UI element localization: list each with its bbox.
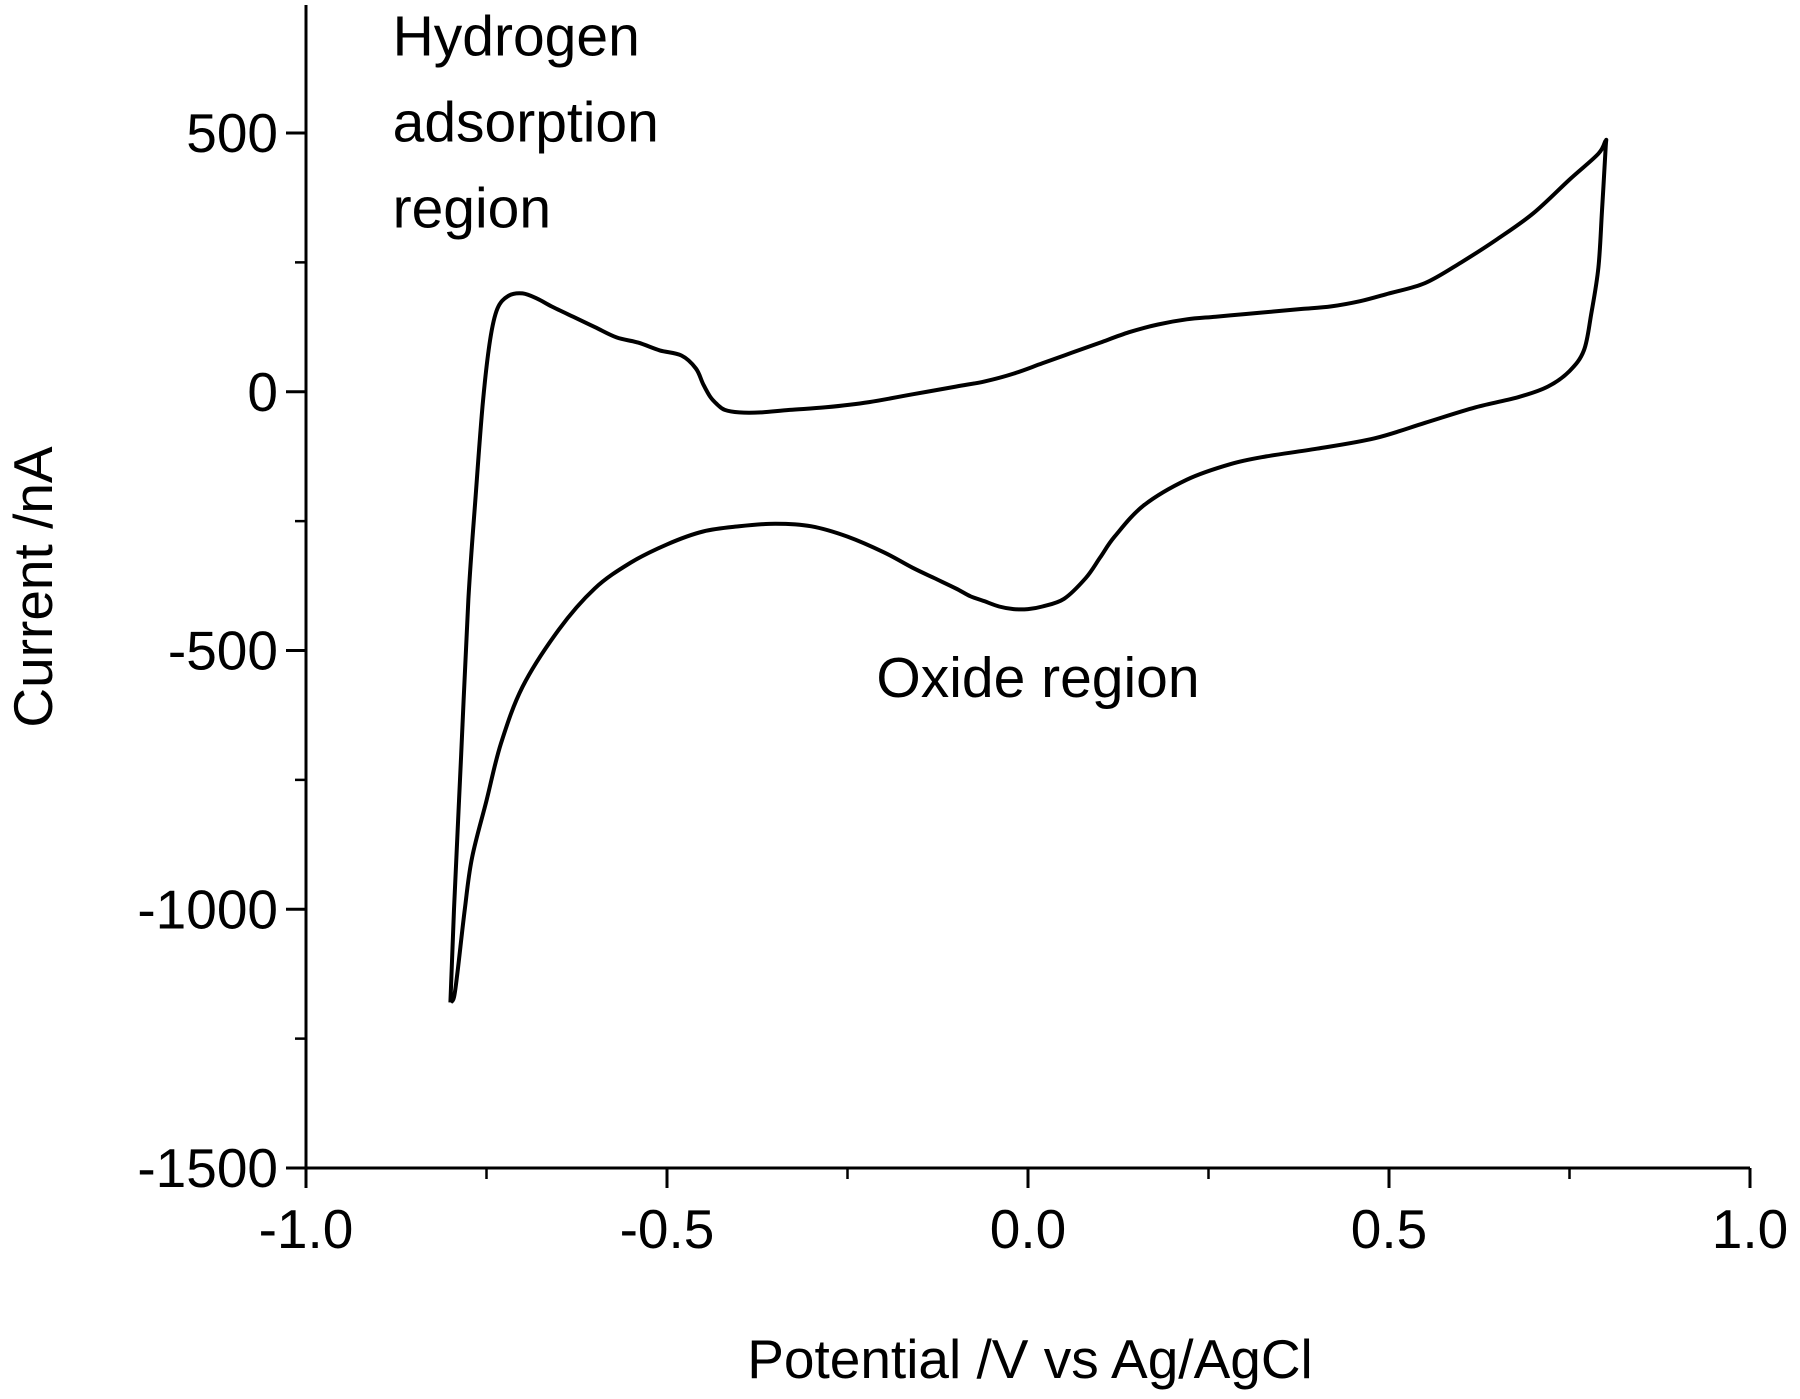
- axes: -1.0 -0.5 0.0 0.5 1.0 -1500 -1000 -500 0 500: [137, 5, 1788, 1260]
- x-tick-label: 0.5: [1351, 1198, 1427, 1260]
- x-tick-label: 1.0: [1712, 1198, 1788, 1260]
- y-tick-label: 0: [247, 361, 278, 423]
- y-tick-label: 500: [186, 102, 278, 164]
- x-axis-label: Potential /V vs Ag/AgCl: [747, 1328, 1313, 1390]
- hydrogen-region-label: adsorption: [393, 90, 659, 154]
- y-axis-label: Current /nA: [2, 446, 64, 728]
- cv-curve: [448, 137, 1609, 1004]
- x-tick-label: -0.5: [620, 1198, 715, 1260]
- oxide-region-label: Oxide region: [876, 646, 1199, 710]
- hydrogen-region-label: Hydrogen: [393, 4, 640, 68]
- x-tick-label: 0.0: [990, 1198, 1066, 1260]
- y-tick-label: -1000: [137, 878, 278, 940]
- y-tick-label: -1500: [137, 1137, 278, 1199]
- plot-area: [448, 137, 1609, 1004]
- annotations: Hydrogen adsorption region Oxide region: [393, 4, 1200, 710]
- x-tick-label: -1.0: [259, 1198, 354, 1260]
- hydrogen-region-label: region: [393, 176, 551, 240]
- y-tick-label: -500: [168, 620, 278, 682]
